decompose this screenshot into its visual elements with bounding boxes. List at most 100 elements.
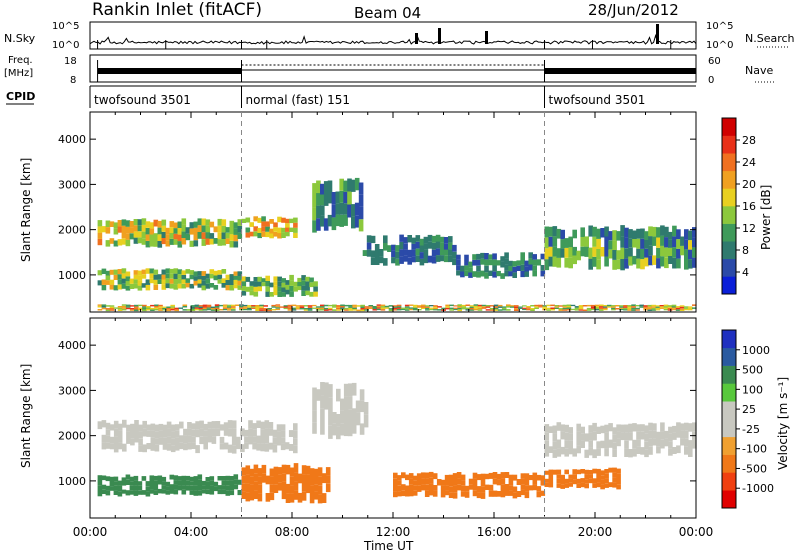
heatmap-cell <box>173 480 179 485</box>
colorbar-segment <box>722 383 736 402</box>
heatmap-cell <box>556 478 562 484</box>
heatmap-cell <box>213 226 219 233</box>
heatmap-cell <box>663 306 669 308</box>
heatmap-cell <box>288 444 294 451</box>
heatmap-cell <box>516 479 522 485</box>
heatmap-cell <box>244 436 249 443</box>
heatmap-cell <box>552 226 558 237</box>
heatmap-cell <box>141 218 147 225</box>
heatmap-cell <box>574 306 580 308</box>
heatmap-cell <box>692 227 697 238</box>
heatmap-cell <box>544 440 550 449</box>
heatmap-cell <box>253 473 259 482</box>
heatmap-cell <box>444 490 450 496</box>
heatmap-cell <box>612 230 617 241</box>
heatmap-cell <box>558 305 564 307</box>
heatmap-cell <box>225 274 231 280</box>
heatmap-cell <box>443 243 449 250</box>
heatmap-cell <box>528 258 533 265</box>
heatmap-cell <box>594 308 600 311</box>
heatmap-cell <box>688 249 693 260</box>
heatmap-cell <box>676 239 681 249</box>
heatmap-cell <box>359 423 365 435</box>
heatmap-cell <box>648 255 653 266</box>
heatmap-cell <box>125 306 131 308</box>
heatmap-cell <box>552 449 558 458</box>
heatmap-cell <box>105 227 111 234</box>
heatmap-cell <box>273 466 279 476</box>
heatmap-cell <box>428 483 434 490</box>
heatmap-cell <box>460 485 466 492</box>
heatmap-cell <box>540 265 546 271</box>
nsky-spike <box>415 33 418 44</box>
heatmap-cell <box>643 306 648 308</box>
heatmap-cell <box>237 225 243 233</box>
heatmap-cell <box>307 305 313 307</box>
heatmap-cell <box>522 305 527 307</box>
heatmap-cell <box>520 484 526 490</box>
heatmap-cell <box>340 410 345 424</box>
heatmap-cell <box>121 305 127 308</box>
heatmap-cell <box>198 309 204 311</box>
heatmap-cell <box>323 181 329 194</box>
heatmap-cell <box>378 249 384 257</box>
heatmap-cell <box>488 270 493 276</box>
heatmap-cell <box>627 308 632 310</box>
heatmap-cell <box>323 193 329 206</box>
heatmap-cell <box>396 309 402 311</box>
heatmap-cell <box>514 306 519 309</box>
heatmap-cell <box>530 308 535 310</box>
heatmap-cell <box>635 305 640 307</box>
heatmap-cell <box>473 305 479 308</box>
heatmap-cell <box>520 264 525 271</box>
heatmap-cell <box>520 478 526 485</box>
heatmap-cell <box>170 431 176 439</box>
heatmap-cell <box>205 238 211 245</box>
heatmap-cell <box>684 229 689 240</box>
heatmap-cell <box>236 436 241 443</box>
heatmap-cell <box>285 231 290 237</box>
heatmap-cell <box>182 306 188 308</box>
heatmap-cell <box>343 423 349 437</box>
heatmap-cell <box>101 306 107 308</box>
heatmap-cell <box>211 436 217 444</box>
heatmap-cell <box>217 279 223 284</box>
heatmap-cell <box>370 250 376 258</box>
heatmap-cell <box>391 257 396 264</box>
heatmap-cell <box>443 255 449 263</box>
heatmap-cell <box>347 178 352 192</box>
heatmap-cell <box>600 425 605 434</box>
heatmap-cell <box>154 431 160 438</box>
heatmap-cell <box>284 442 290 450</box>
heatmap-cell <box>584 483 589 489</box>
heatmap-cell <box>608 423 613 432</box>
heatmap-cell <box>556 448 562 457</box>
heatmap-cell <box>588 470 593 475</box>
heatmap-cell <box>452 492 458 499</box>
heatmap-cell <box>485 305 491 307</box>
heatmap-cell <box>448 236 453 243</box>
heatmap-cell <box>237 232 243 239</box>
heatmap-cell <box>141 476 147 481</box>
heatmap-cell <box>249 285 255 291</box>
heatmap-cell <box>652 423 657 431</box>
colorbar-segment <box>722 330 736 349</box>
heatmap-cell <box>227 444 233 453</box>
heatmap-cell <box>562 309 568 311</box>
heatmap-cell <box>211 421 217 429</box>
heatmap-cell <box>675 309 681 311</box>
heatmap-cell <box>281 217 286 223</box>
heatmap-cell <box>261 473 267 483</box>
heatmap-cell <box>275 308 281 311</box>
heatmap-cell <box>616 259 621 270</box>
heatmap-cell <box>316 193 321 206</box>
heatmap-cell <box>599 304 604 307</box>
heatmap-cell <box>202 304 208 307</box>
heatmap-cell <box>236 442 241 450</box>
heatmap-cell <box>133 225 139 232</box>
heatmap-cell <box>343 396 349 410</box>
heatmap-cell <box>655 309 661 311</box>
heatmap-cell <box>203 423 208 431</box>
heatmap-cell <box>263 305 268 307</box>
